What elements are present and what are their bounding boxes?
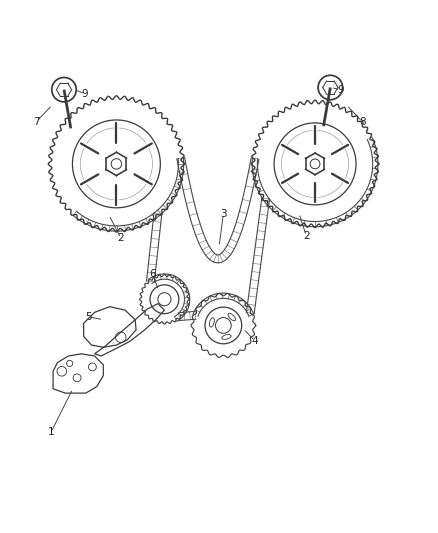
Text: 8: 8 (359, 117, 366, 126)
Text: 2: 2 (117, 233, 124, 243)
Text: 4: 4 (251, 336, 258, 346)
Text: 6: 6 (149, 269, 156, 279)
Text: 7: 7 (33, 117, 40, 126)
Text: 5: 5 (85, 312, 92, 322)
Text: 9: 9 (337, 85, 344, 95)
Text: 3: 3 (220, 209, 227, 219)
Text: 9: 9 (81, 89, 88, 99)
Text: 2: 2 (303, 231, 310, 241)
Text: 1: 1 (48, 427, 54, 438)
